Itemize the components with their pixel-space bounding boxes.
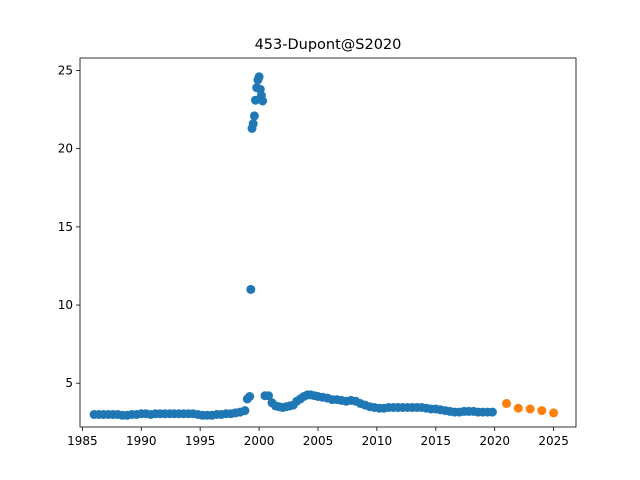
x-tick-label: 2020 bbox=[479, 434, 510, 448]
data-point bbox=[549, 408, 559, 418]
data-point bbox=[502, 399, 511, 408]
data-point bbox=[487, 407, 497, 417]
y-tick-label: 20 bbox=[58, 142, 73, 156]
x-tick-label: 1995 bbox=[185, 434, 216, 448]
data-point bbox=[249, 111, 259, 121]
x-tick-label: 2015 bbox=[421, 434, 452, 448]
plot-frame bbox=[79, 57, 577, 428]
y-tick-label: 10 bbox=[58, 298, 73, 312]
y-tick-label: 15 bbox=[58, 220, 73, 234]
x-tick-label: 1990 bbox=[126, 434, 157, 448]
x-tick-label: 2010 bbox=[362, 434, 393, 448]
y-tick-label: 25 bbox=[58, 64, 73, 78]
data-point bbox=[246, 284, 256, 294]
series-0 bbox=[89, 72, 497, 420]
data-point bbox=[248, 119, 258, 129]
x-tick-label: 2000 bbox=[244, 434, 275, 448]
series-1 bbox=[502, 399, 559, 418]
x-tick-label: 2005 bbox=[303, 434, 334, 448]
data-point bbox=[264, 391, 273, 401]
data-point bbox=[254, 72, 264, 82]
data-point bbox=[240, 406, 250, 416]
axes: 1985 1990 1995 2000 2005 2010 2015 2020 20255101… bbox=[58, 57, 577, 448]
data-point bbox=[513, 403, 523, 413]
data-point bbox=[537, 406, 547, 416]
y-tick-label: 5 bbox=[65, 376, 73, 390]
chart-title: 453-Dupont@S2020 bbox=[255, 37, 402, 53]
data-point bbox=[258, 96, 268, 106]
x-tick-label: 1985 bbox=[67, 434, 98, 448]
x-tick-label: 2025 bbox=[538, 434, 569, 448]
data-point bbox=[525, 404, 535, 414]
data-points bbox=[89, 72, 559, 420]
data-point bbox=[245, 392, 255, 401]
